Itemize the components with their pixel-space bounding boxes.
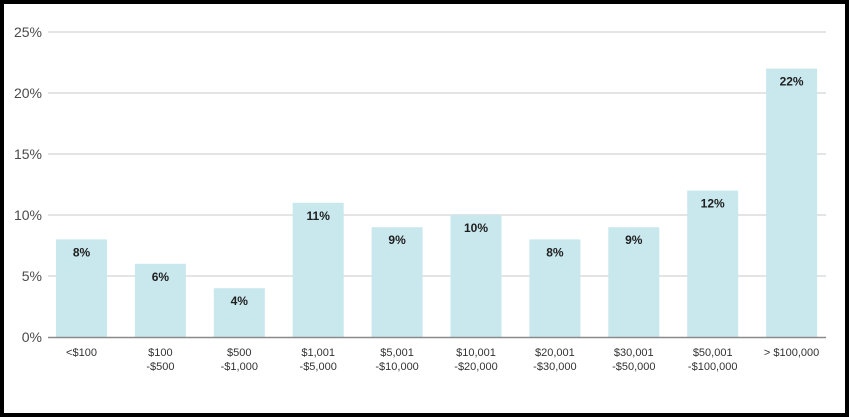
x-tick-label-line: $20,001: [535, 347, 575, 359]
x-tick-label: $5,001 -$10,000: [375, 347, 418, 373]
bar: [371, 227, 423, 337]
bar: [213, 288, 265, 337]
x-tick-label-line: -$50,000: [612, 361, 655, 373]
x-tick-label: $1,001 -$5,000: [300, 347, 337, 373]
data-label: 11%: [307, 209, 331, 223]
y-tick-label: 25%: [14, 24, 42, 40]
data-label: 8%: [546, 245, 564, 259]
x-tick-label: $500 -$1,000: [221, 347, 258, 373]
x-tick-label-line: $1,001: [301, 347, 335, 359]
x-tick-label-line: -$20,000: [454, 361, 497, 373]
y-tick-label: 0%: [22, 329, 42, 345]
data-label: 9%: [388, 233, 406, 247]
data-label: 9%: [625, 233, 643, 247]
bar: [529, 239, 581, 337]
data-label: 12%: [701, 197, 725, 211]
y-tick-label: 10%: [14, 207, 42, 223]
x-tick-label-line: -$10,000: [375, 361, 418, 373]
y-tick-label: 15%: [14, 146, 42, 162]
x-tick-label-line: $30,001: [614, 347, 654, 359]
x-tick-label-line: -$100,000: [688, 361, 738, 373]
bar: [766, 68, 818, 337]
bar: [134, 263, 186, 337]
bar: [608, 227, 660, 337]
x-tick-label-line: > $100,000: [764, 347, 819, 359]
data-labels: 8% 6% 4% 11% 9% 10% 8% 9% 12% 22%: [73, 75, 804, 309]
x-tick-label-line: $5,001: [380, 347, 414, 359]
x-tick-label-line: $10,001: [456, 347, 496, 359]
x-tick-label: > $100,000: [764, 347, 819, 359]
data-label: 6%: [152, 270, 170, 284]
x-tick-label: $50,001 -$100,000: [688, 347, 738, 373]
y-axis-ticks: 0% 5% 10% 15% 20% 25%: [14, 24, 42, 345]
x-tick-label: $10,001 -$20,000: [454, 347, 497, 373]
y-tick-label: 20%: [14, 85, 42, 101]
x-tick-label-line: $500: [227, 347, 251, 359]
x-tick-label: $100 -$500: [146, 347, 174, 373]
y-tick-label: 5%: [22, 268, 42, 284]
x-tick-label-line: $50,001: [693, 347, 733, 359]
data-label: 8%: [73, 245, 91, 259]
bar: [450, 215, 502, 337]
data-label: 4%: [231, 294, 249, 308]
x-tick-label-line: -$500: [146, 361, 174, 373]
x-tick-label: <$100: [66, 347, 97, 359]
x-tick-label-line: <$100: [66, 347, 97, 359]
x-tick-label-line: -$5,000: [300, 361, 337, 373]
x-tick-label: $20,001 -$30,000: [533, 347, 576, 373]
data-label: 10%: [464, 221, 488, 235]
x-tick-label: $30,001 -$50,000: [612, 347, 655, 373]
bar: [292, 202, 344, 337]
x-tick-label-line: -$1,000: [221, 361, 258, 373]
bars: [56, 68, 818, 337]
data-label: 22%: [780, 75, 804, 89]
bar: [56, 239, 107, 337]
x-axis-ticks: <$100 $100 -$500 $500 -$1,000 $1,001 -$5,000 $5…: [66, 347, 819, 373]
x-tick-label-line: -$30,000: [533, 361, 576, 373]
bar: [687, 190, 739, 337]
x-tick-label-line: $100: [148, 347, 172, 359]
